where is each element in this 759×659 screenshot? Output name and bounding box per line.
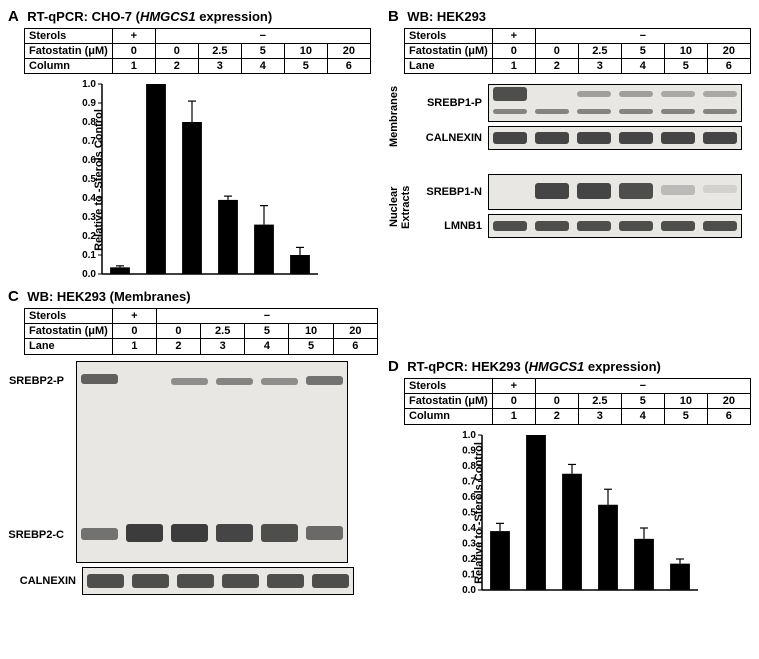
panel-b-blots: MembranesNuclear ExtractsSREBP1-PCALNEXI… xyxy=(388,80,758,242)
svg-text:0.1: 0.1 xyxy=(82,250,96,261)
panel-c-title: WB: HEK293 (Membranes) xyxy=(27,289,190,304)
panel-b-table-slot: Sterols+−Fatostatin (μM)002.551020Lane12… xyxy=(404,28,758,74)
panel-c-label: C xyxy=(8,288,19,305)
panel-a-header: A RT-qPCR: CHO-7 (HMGCS1 expression) xyxy=(8,8,378,26)
svg-text:1.0: 1.0 xyxy=(462,431,476,441)
svg-text:0.9: 0.9 xyxy=(82,98,96,109)
panel-d-label: D xyxy=(388,358,399,375)
panel-d-chart: Relative to -Sterols Control 0.00.10.20.… xyxy=(452,431,758,596)
panel-d-ylabel: Relative to -Sterols Control xyxy=(473,442,485,584)
panel-c-table-slot: Sterols+−Fatostatin (μM)002.551020Lane12… xyxy=(24,308,378,354)
panel-d-table-slot: Sterols+−Fatostatin (μM)002.551020Column… xyxy=(404,378,758,424)
panel-d-header: D RT-qPCR: HEK293 (HMGCS1 expression) xyxy=(388,358,758,376)
panel-c-header: C WB: HEK293 (Membranes) xyxy=(8,288,378,306)
panel-a-table-slot: Sterols+−Fatostatin (μM)002.551020Column… xyxy=(24,28,378,74)
panel-b-label: B xyxy=(388,8,399,25)
panel-c: C WB: HEK293 (Membranes) Sterols+−Fatost… xyxy=(8,288,378,598)
panel-b-header: B WB: HEK293 xyxy=(388,8,758,26)
svg-text:0.0: 0.0 xyxy=(82,269,96,280)
figure: A RT-qPCR: CHO-7 (HMGCS1 expression) Ste… xyxy=(8,8,751,599)
panel-a-title: RT-qPCR: CHO-7 (HMGCS1 expression) xyxy=(27,9,272,24)
svg-text:1.0: 1.0 xyxy=(82,80,96,90)
panel-c-blots: SREBP2-PSREBP2-CCALNEXIN xyxy=(8,361,378,595)
panel-a-label: A xyxy=(8,8,19,25)
panel-a-chart: Relative to -Sterols Control 0.00.10.20.… xyxy=(72,80,378,280)
panel-d: D RT-qPCR: HEK293 (HMGCS1 expression) St… xyxy=(388,288,758,598)
panel-d-title: RT-qPCR: HEK293 (HMGCS1 expression) xyxy=(407,359,661,374)
panel-a-ylabel: Relative to -Sterols Control xyxy=(93,109,105,251)
svg-text:0.0: 0.0 xyxy=(462,585,476,596)
panel-b: B WB: HEK293 Sterols+−Fatostatin (μM)002… xyxy=(388,8,758,280)
panel-a: A RT-qPCR: CHO-7 (HMGCS1 expression) Ste… xyxy=(8,8,378,280)
panel-b-title: WB: HEK293 xyxy=(407,9,486,24)
